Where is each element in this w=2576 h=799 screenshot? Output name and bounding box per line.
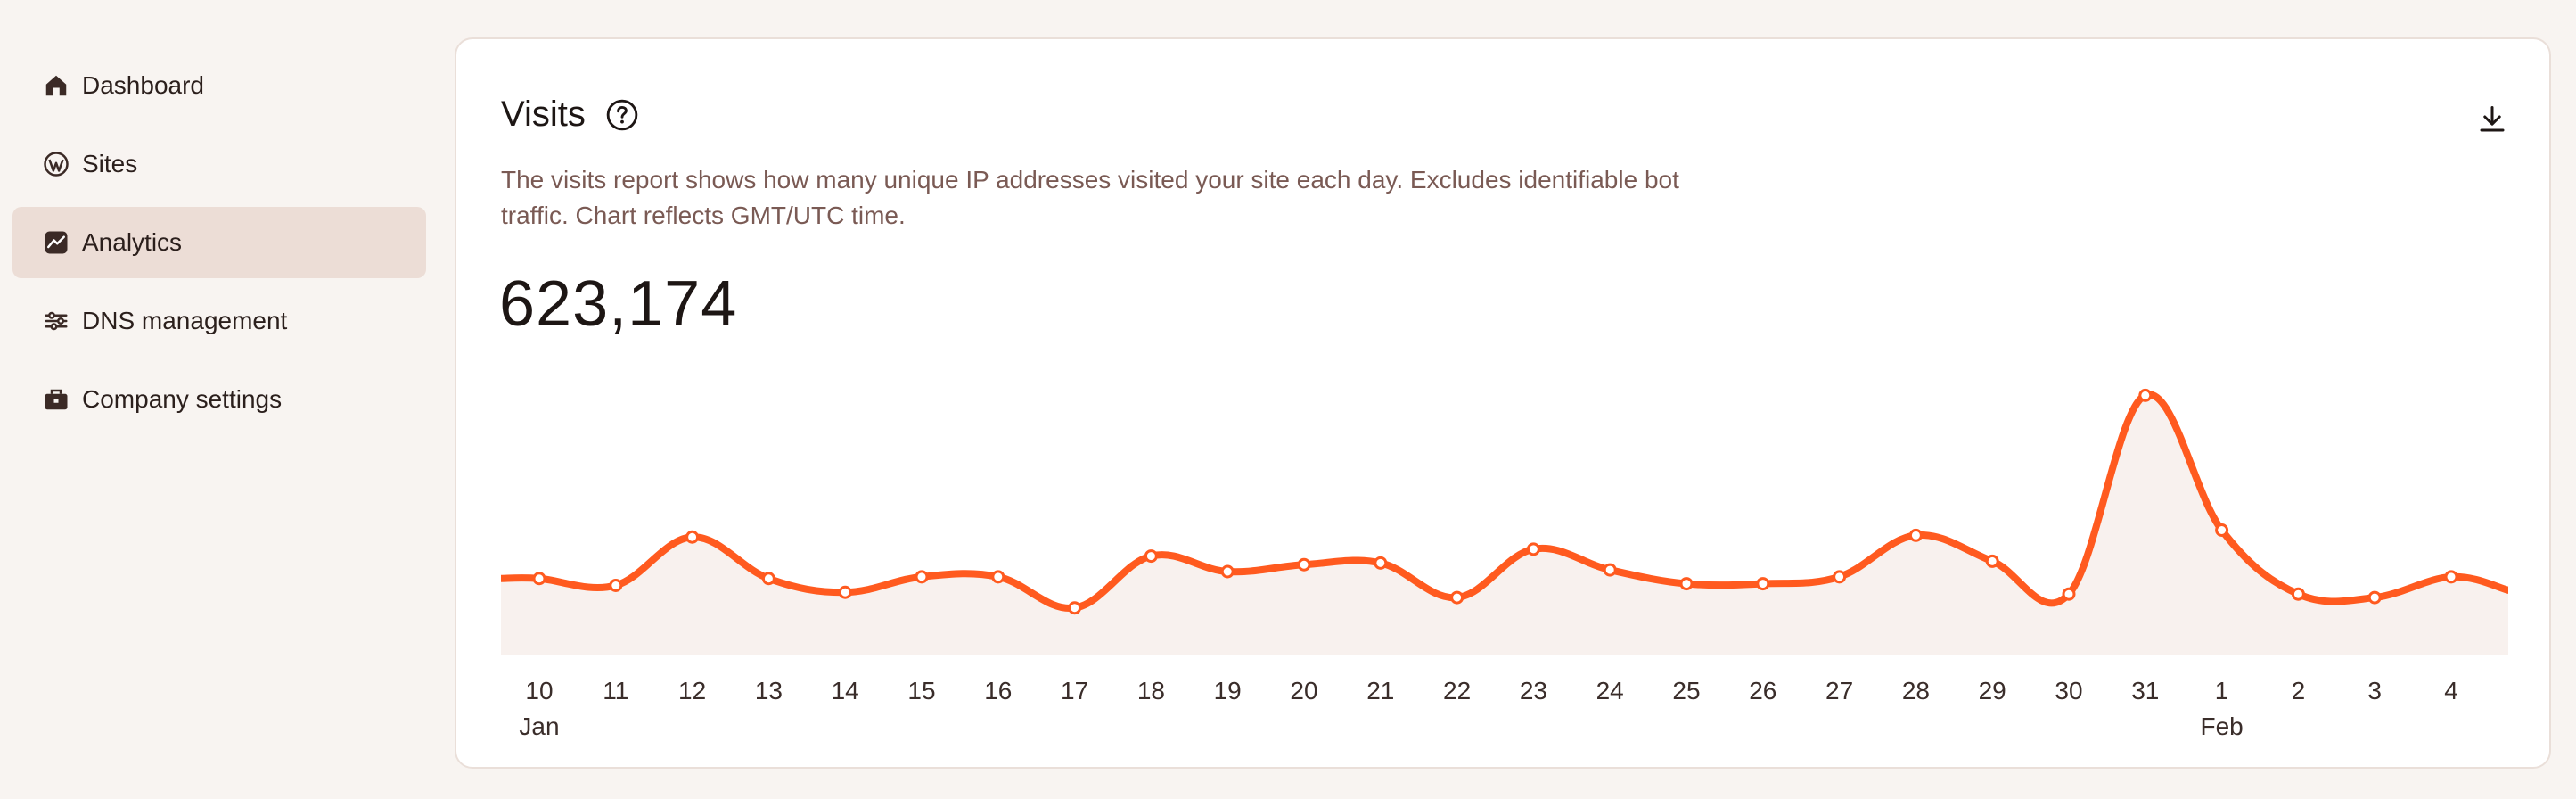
x-tick-label: 28 (1902, 677, 1930, 704)
x-tick-label: 23 (1520, 677, 1547, 704)
x-tick-label: 22 (1443, 677, 1471, 704)
x-tick-label: 31 (2131, 677, 2159, 704)
chart-point[interactable] (1450, 590, 1464, 605)
chart-point[interactable] (1679, 577, 1694, 591)
x-tick-label: 13 (755, 677, 783, 704)
x-tick-label: 17 (1061, 677, 1088, 704)
chart-point[interactable] (1756, 577, 1770, 591)
x-tick-label: 21 (1366, 677, 1394, 704)
chart-point[interactable] (838, 585, 852, 599)
x-tick-label: 15 (907, 677, 935, 704)
x-tick-label: 1 (2215, 677, 2229, 704)
sidebar-item-label: Company settings (82, 385, 283, 413)
x-tick-label: 30 (2055, 677, 2082, 704)
x-tick-label: 26 (1749, 677, 1776, 704)
sidebar-item-label: Dashboard (82, 71, 204, 99)
sidebar-item-label: DNS management (82, 307, 288, 334)
chart-point[interactable] (1068, 601, 1082, 615)
chart-point[interactable] (1908, 528, 1923, 542)
sidebar-item-analytics[interactable]: Analytics (12, 207, 426, 278)
chart-point[interactable] (1526, 542, 1540, 556)
sidebar: Dashboard Sites Analytics DNS management… (12, 50, 426, 442)
x-tick-label: 27 (1825, 677, 1853, 704)
x-tick-label: 4 (2444, 677, 2458, 704)
chart-point[interactable] (609, 579, 623, 592)
home-icon (43, 72, 70, 99)
visits-card: Visits The visits report shows how many … (455, 37, 2551, 769)
dns-icon (43, 308, 70, 334)
sidebar-item-label: Sites (82, 150, 138, 177)
x-tick-label: 16 (984, 677, 1012, 704)
sidebar-item-dns-management[interactable]: DNS management (12, 285, 426, 357)
x-tick-label: 10 (525, 677, 553, 704)
chart-point[interactable] (2291, 587, 2305, 601)
chart-point[interactable] (991, 570, 1005, 584)
x-tick-label: 2 (2292, 677, 2306, 704)
wordpress-icon (43, 151, 70, 177)
chart-point[interactable] (2215, 523, 2229, 537)
chart-point[interactable] (915, 570, 929, 584)
chart-point[interactable] (685, 530, 700, 544)
x-tick-label: 29 (1979, 677, 2006, 704)
visits-chart: 10 11 12 13 14 15 16 17 18 19 20 21 22 23 24 25 26 27 28 29… (501, 388, 2508, 740)
chart-point[interactable] (1144, 549, 1158, 564)
x-tick-label: 25 (1672, 677, 1700, 704)
sidebar-item-sites[interactable]: Sites (12, 128, 426, 200)
chart-area-fill (501, 394, 2508, 655)
chart-point[interactable] (2367, 590, 2382, 605)
chart-point[interactable] (2062, 587, 2076, 601)
chart-point[interactable] (1833, 570, 1847, 584)
sidebar-item-company-settings[interactable]: Company settings (12, 364, 426, 435)
chart-point[interactable] (2138, 388, 2153, 402)
download-icon[interactable] (2474, 102, 2510, 137)
chart-point[interactable] (1374, 556, 1388, 570)
chart-point[interactable] (1297, 557, 1311, 572)
x-tick-label: 11 (603, 677, 628, 704)
x-tick-label: 3 (2367, 677, 2382, 704)
chart-point[interactable] (1220, 564, 1235, 579)
x-month-label: Feb (2200, 713, 2243, 740)
x-tick-label: 24 (1596, 677, 1624, 704)
card-title: Visits (501, 95, 586, 134)
x-tick-label: 14 (832, 677, 859, 704)
help-icon[interactable] (605, 98, 639, 132)
chart-point[interactable] (761, 572, 775, 586)
x-tick-label: 19 (1214, 677, 1242, 704)
x-tick-label: 12 (678, 677, 706, 704)
x-month-label: Jan (519, 713, 559, 740)
x-tick-label: 20 (1290, 677, 1317, 704)
chart-point[interactable] (532, 572, 546, 586)
chart-point[interactable] (2444, 570, 2458, 584)
total-visits: 623,174 (499, 268, 738, 340)
briefcase-icon (43, 386, 70, 413)
card-description: The visits report shows how many unique … (501, 166, 1679, 229)
x-tick-label: 18 (1137, 677, 1165, 704)
sidebar-item-label: Analytics (82, 228, 183, 256)
chart-point[interactable] (1603, 563, 1617, 577)
card-header: Visits (501, 95, 639, 135)
chart-point[interactable] (1985, 554, 1999, 568)
analytics-icon (43, 229, 70, 256)
sidebar-item-dashboard[interactable]: Dashboard (12, 50, 426, 121)
